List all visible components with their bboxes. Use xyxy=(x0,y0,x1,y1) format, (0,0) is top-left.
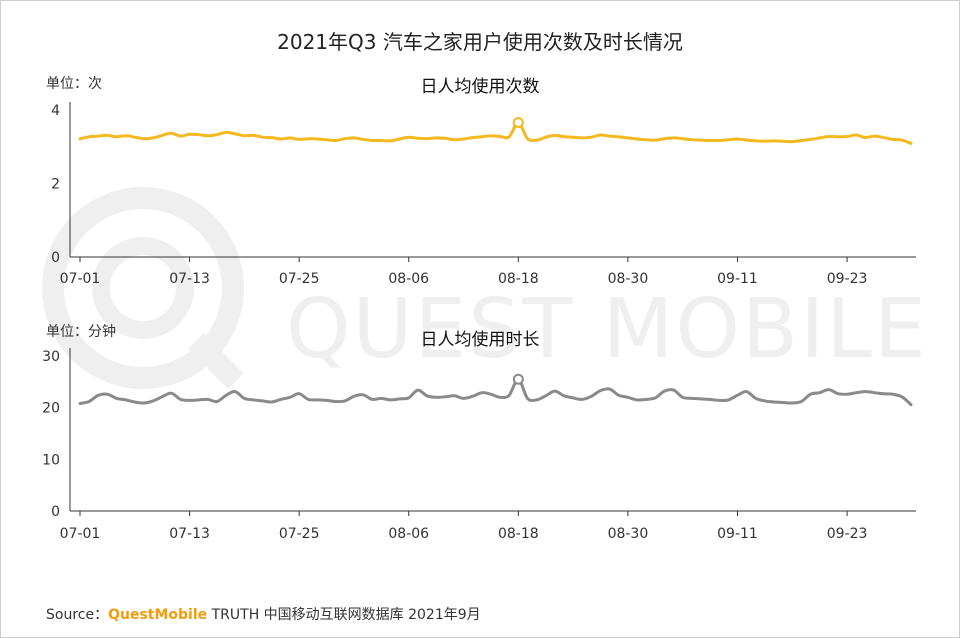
chart-title: 2021年Q3 汽车之家用户使用次数及时长情况 xyxy=(277,30,683,54)
x-tick-label: 07-01 xyxy=(60,526,101,542)
y-tick-label: 0 xyxy=(51,504,60,520)
x-tick-label: 08-18 xyxy=(498,526,539,542)
watermark-text: QUEST MOBILE xyxy=(286,282,928,377)
unit-label-bottom: 单位：分钟 xyxy=(46,324,116,340)
x-tick-label: 07-13 xyxy=(169,271,210,287)
x-tick-label: 08-18 xyxy=(498,271,539,287)
y-tick-label: 0 xyxy=(51,250,60,266)
y-tick-label: 4 xyxy=(51,103,60,119)
x-tick-label: 09-23 xyxy=(827,526,868,542)
peak-marker xyxy=(512,116,524,128)
source-label: Source： xyxy=(46,607,109,623)
y-tick-label: 2 xyxy=(51,177,60,193)
subtitle-top: 日人均使用次数 xyxy=(420,77,540,97)
series-line xyxy=(78,121,913,145)
x-tick-label: 08-30 xyxy=(608,526,649,542)
peak-marker xyxy=(512,373,524,385)
x-tick-label: 08-06 xyxy=(388,526,429,542)
y-tick-label: 20 xyxy=(42,401,60,417)
x-tick-label: 09-11 xyxy=(717,526,758,542)
x-tick-label: 07-25 xyxy=(279,271,320,287)
x-tick-label: 09-11 xyxy=(717,271,758,287)
x-tick-label: 07-13 xyxy=(169,526,210,542)
x-tick-label: 09-23 xyxy=(827,271,868,287)
subtitle-bottom: 日人均使用时长 xyxy=(420,330,540,350)
x-tick-label: 07-01 xyxy=(60,271,101,287)
source-brand: QuestMobile xyxy=(108,607,208,623)
source-rest: TRUTH 中国移动互联网数据库 2021年9月 xyxy=(211,607,481,623)
y-tick-label: 10 xyxy=(42,452,60,468)
x-tick-label: 08-30 xyxy=(608,271,649,287)
series-line xyxy=(78,377,913,407)
chart-usage-duration: 0 10 20 30 07-01 07-13 07-25 08-06 08-18 08-30 09-… xyxy=(42,348,916,542)
x-tick-label: 07-25 xyxy=(279,526,320,542)
y-tick-label: 30 xyxy=(42,349,60,365)
source-note: Source：QuestMobile TRUTH 中国移动互联网数据库 2021… xyxy=(46,604,481,624)
unit-label-top: 单位：次 xyxy=(46,76,102,92)
watermark-logo-icon xyxy=(42,187,244,389)
chart-usage-count: 0 2 4 07-01 07-13 07-25 08-06 08-18 08-30 09-11 09… xyxy=(51,102,916,287)
x-tick-label: 08-06 xyxy=(388,271,429,287)
